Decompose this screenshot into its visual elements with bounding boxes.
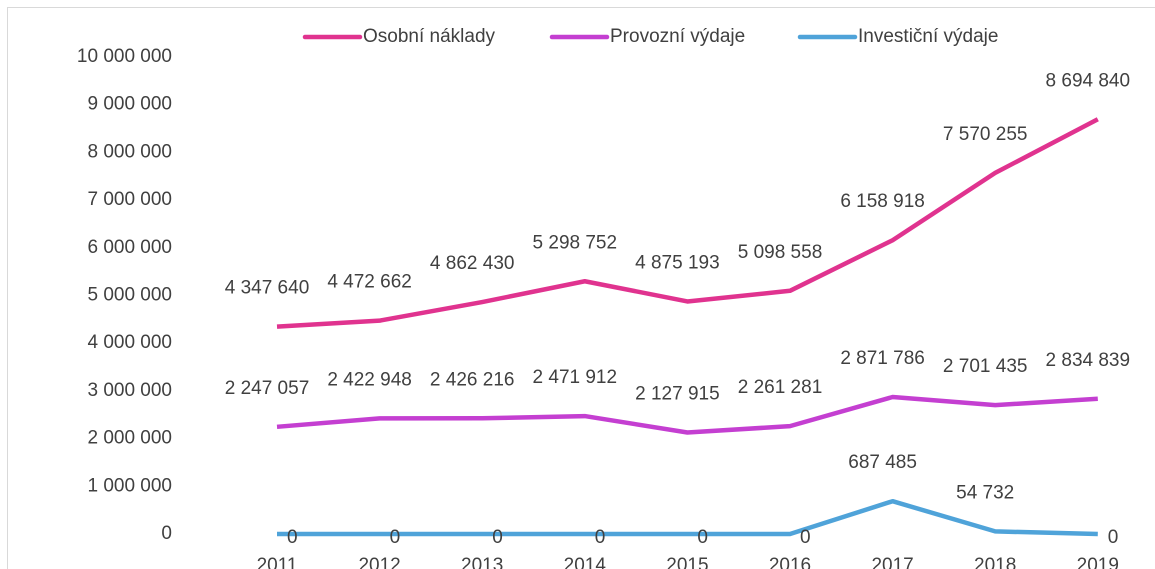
x-tick-label: 2012 [358, 555, 400, 569]
data-label: 2 247 057 [225, 378, 310, 399]
data-label: 5 298 752 [533, 232, 618, 253]
y-tick-label: 10 000 000 [77, 46, 172, 67]
y-tick-label: 0 [161, 523, 172, 544]
y-tick-label: 9 000 000 [87, 94, 172, 115]
data-label: 2 834 839 [1046, 350, 1131, 371]
x-tick-label: 2014 [564, 555, 607, 569]
data-label: 7 570 255 [943, 124, 1028, 145]
data-label: 0 [390, 527, 401, 548]
y-tick-label: 2 000 000 [87, 428, 172, 449]
legend-label: Provozní výdaje [610, 26, 745, 47]
data-label: 0 [800, 527, 811, 548]
x-tick-label: 2013 [461, 555, 503, 569]
data-label: 4 347 640 [225, 278, 310, 299]
y-tick-label: 8 000 000 [87, 141, 172, 162]
y-tick-label: 3 000 000 [87, 380, 172, 401]
x-tick-label: 2016 [769, 555, 811, 569]
x-tick-label: 2015 [666, 555, 708, 569]
y-tick-label: 1 000 000 [87, 475, 172, 496]
data-label: 2 871 786 [840, 348, 925, 369]
data-label: 2 701 435 [943, 356, 1028, 377]
y-tick-label: 4 000 000 [87, 332, 172, 353]
data-label: 0 [697, 527, 708, 548]
data-label: 8 694 840 [1046, 70, 1131, 91]
data-label: 2 471 912 [533, 367, 618, 388]
data-label: 2 261 281 [738, 377, 823, 398]
data-label: 0 [492, 527, 503, 548]
data-label: 0 [595, 527, 606, 548]
y-tick-label: 5 000 000 [87, 285, 172, 306]
x-tick-label: 2019 [1077, 555, 1119, 569]
data-label: 6 158 918 [840, 191, 925, 212]
data-label: 2 422 948 [327, 369, 412, 390]
y-tick-label: 6 000 000 [87, 237, 172, 258]
series-line [276, 117, 1099, 329]
data-label: 0 [287, 527, 298, 548]
legend-label: Investiční výdaje [858, 26, 998, 47]
x-tick-label: 2017 [871, 555, 913, 569]
data-label: 2 426 216 [430, 369, 515, 390]
data-label: 4 875 193 [635, 252, 720, 273]
x-tick-label: 2011 [257, 555, 298, 569]
data-label: 687 485 [848, 452, 917, 473]
y-tick-label: 7 000 000 [87, 189, 172, 210]
data-label: 4 472 662 [327, 272, 412, 293]
series-line [277, 498, 1098, 537]
series-line [276, 394, 1098, 435]
data-label: 5 098 558 [738, 242, 823, 263]
x-tick-label: 2018 [974, 555, 1016, 569]
legend-label: Osobní náklady [363, 26, 496, 47]
data-label: 0 [1108, 527, 1119, 548]
data-label: 54 732 [956, 482, 1014, 503]
data-label: 2 127 915 [635, 384, 720, 405]
data-label: 4 862 430 [430, 253, 515, 274]
chart-frame [7, 7, 1155, 569]
